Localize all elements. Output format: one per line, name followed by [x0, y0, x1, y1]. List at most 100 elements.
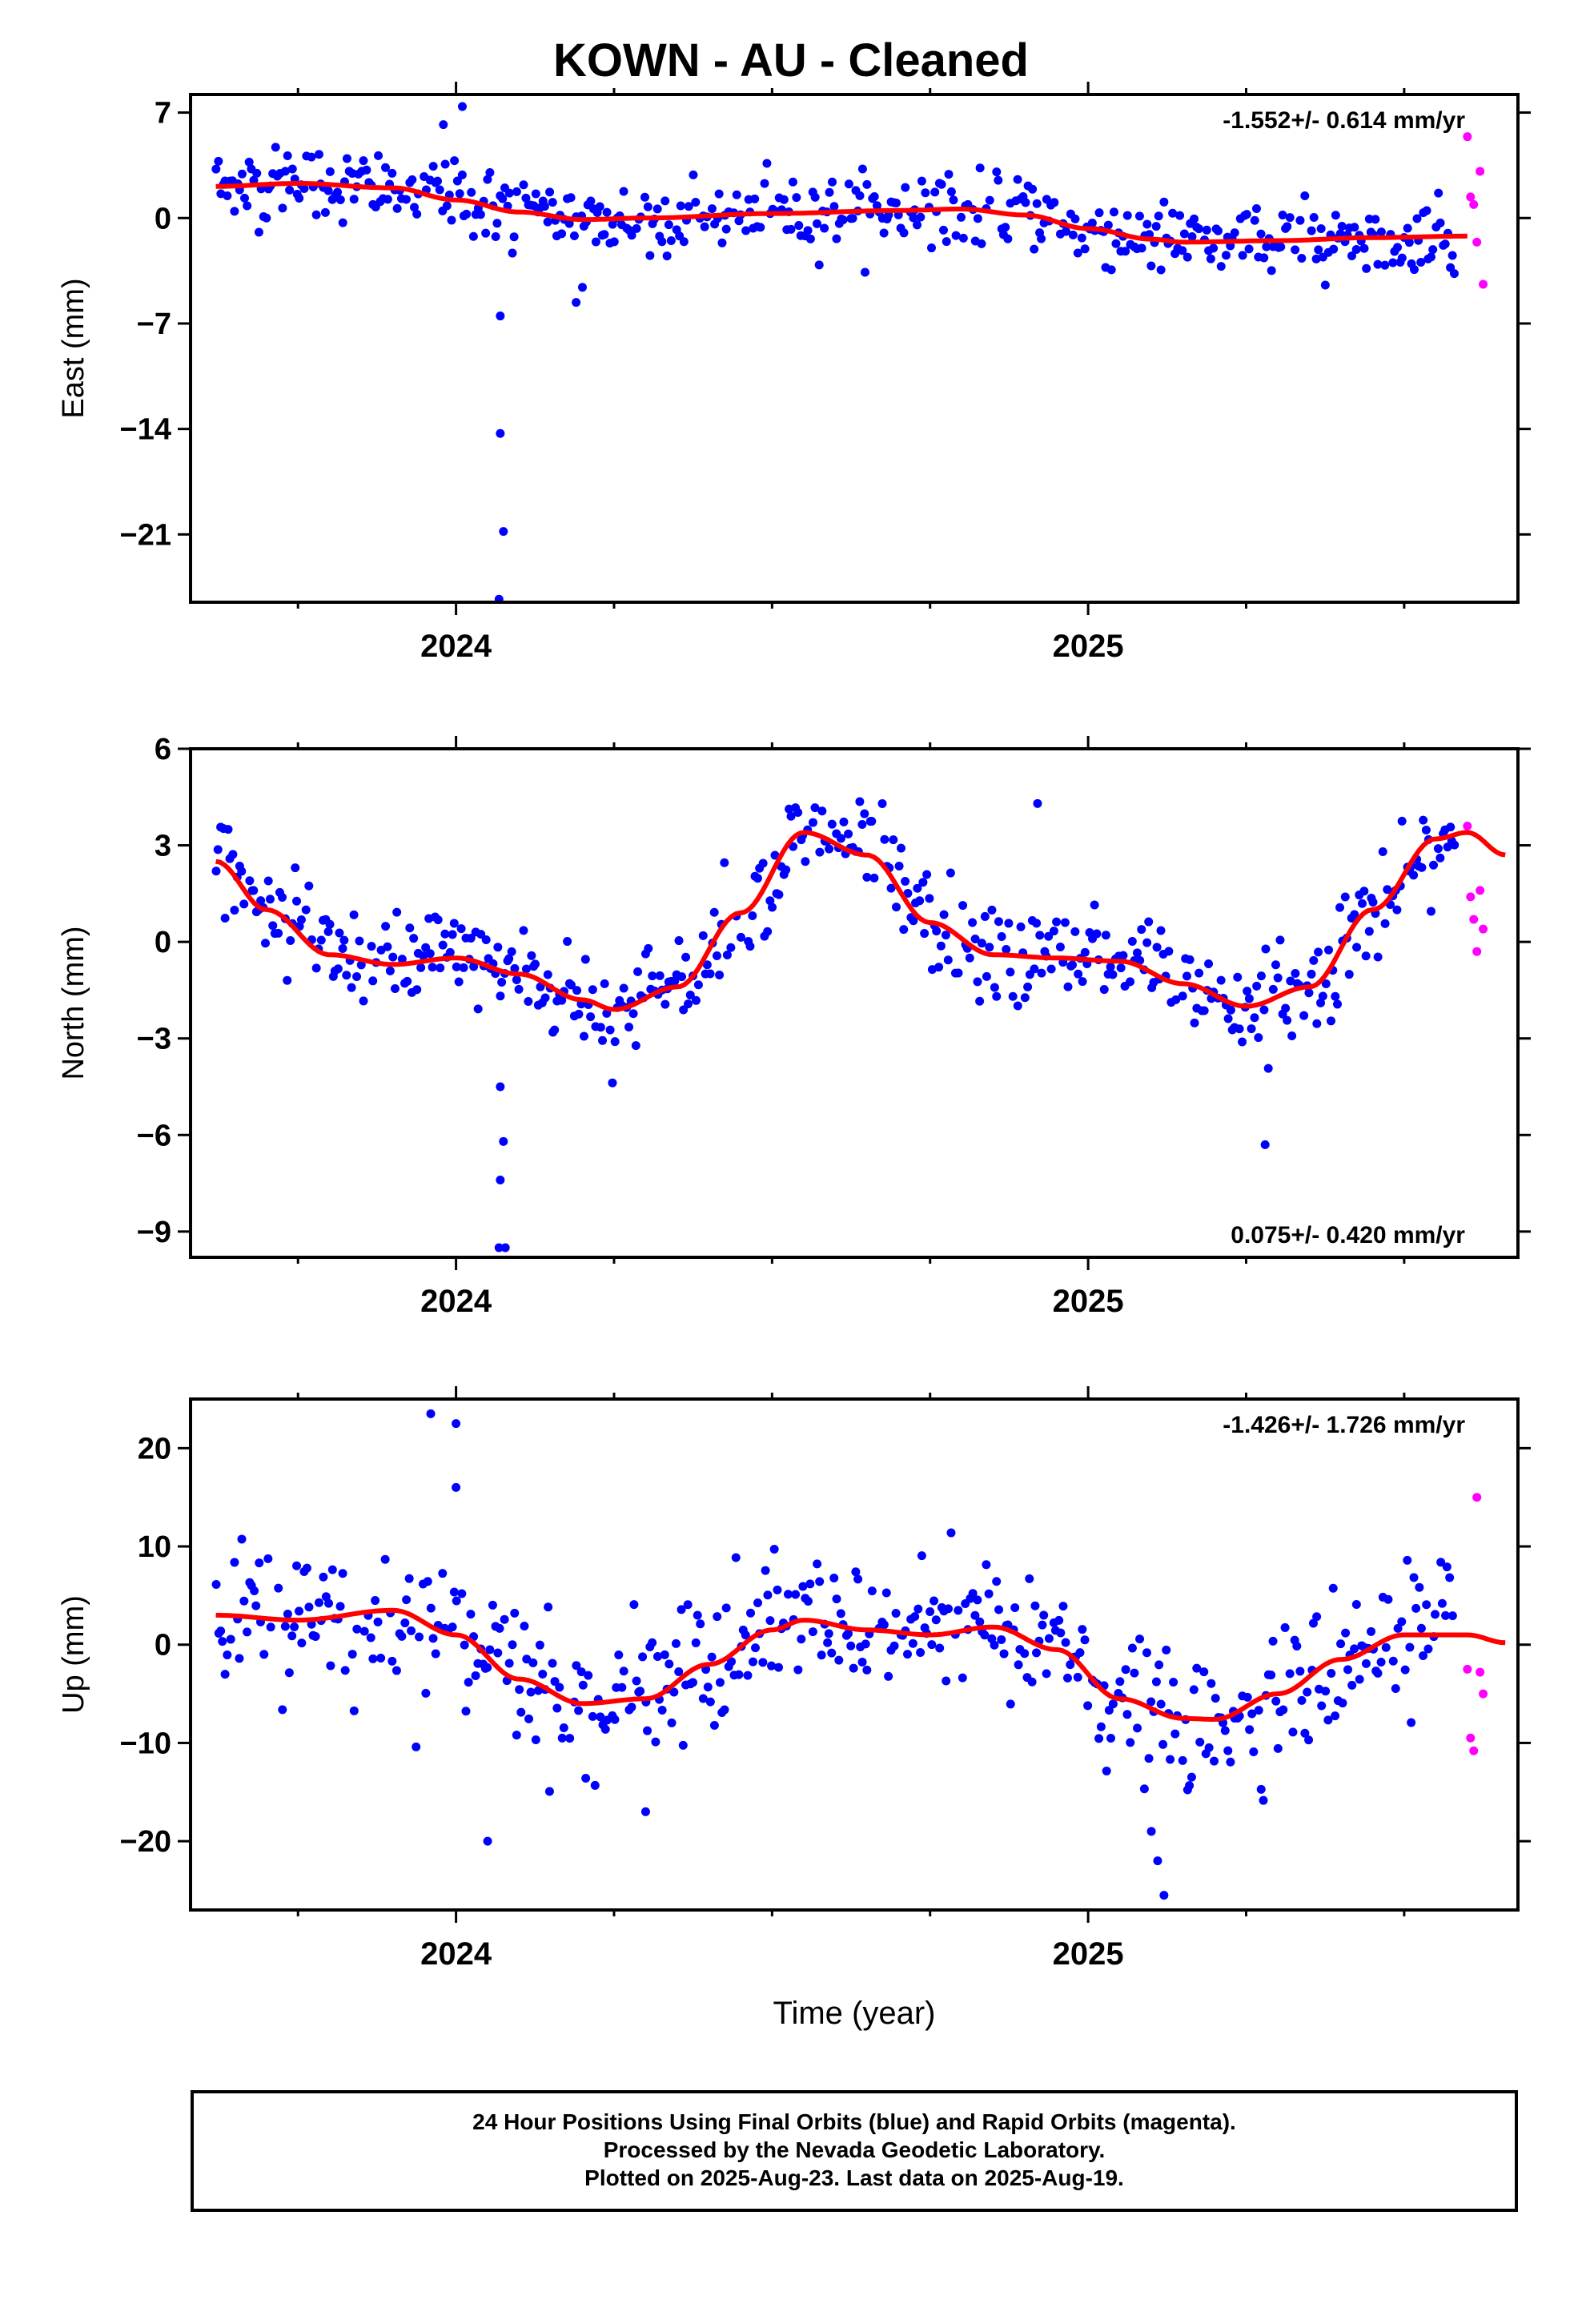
final-orbit-point — [1283, 1015, 1292, 1025]
final-orbit-point — [401, 195, 411, 204]
final-orbit-point — [1162, 1645, 1171, 1655]
final-orbit-point — [320, 207, 330, 217]
final-orbit-point — [1063, 982, 1073, 991]
final-orbit-point — [1256, 229, 1266, 239]
final-orbit-point — [1251, 203, 1261, 213]
final-orbit-point — [1303, 1687, 1312, 1697]
final-orbit-point — [1078, 1625, 1087, 1634]
final-orbit-point — [1159, 197, 1169, 207]
final-orbit-point — [1235, 1024, 1244, 1034]
plot-frame — [189, 93, 1520, 604]
final-orbit-point — [1182, 971, 1192, 981]
final-orbit-point — [736, 932, 745, 942]
final-orbit-point — [1247, 1024, 1256, 1034]
final-orbit-point — [1392, 905, 1402, 915]
final-orbit-point — [216, 1626, 226, 1636]
final-orbit-point — [1226, 1757, 1235, 1767]
final-orbit-point — [651, 1737, 661, 1747]
final-orbit-point — [1417, 862, 1427, 872]
final-orbit-point — [342, 154, 351, 163]
final-orbit-point — [722, 950, 732, 959]
final-orbit-point — [548, 198, 557, 207]
final-orbit-point — [528, 1658, 538, 1667]
final-orbit-point — [1073, 1672, 1082, 1682]
final-orbit-point — [1032, 199, 1042, 208]
final-orbit-point — [526, 1687, 536, 1697]
final-orbit-point — [631, 1041, 640, 1051]
final-orbit-point — [391, 1666, 401, 1675]
final-orbit-point — [1428, 245, 1438, 255]
final-orbit-point — [244, 157, 254, 167]
final-orbit-point — [507, 947, 516, 956]
final-orbit-point — [982, 971, 991, 981]
final-orbit-point — [786, 811, 796, 821]
final-orbit-point — [566, 193, 576, 203]
final-orbit-point — [405, 923, 415, 933]
final-orbit-point — [436, 963, 445, 973]
final-orbit-point — [1220, 1726, 1230, 1735]
final-orbit-point — [435, 185, 444, 195]
final-orbit-point — [374, 151, 383, 160]
final-orbit-point — [1441, 1610, 1451, 1620]
final-orbit-point — [256, 896, 266, 906]
footer-line-3: Plotted on 2025-Aug-23. Last data on 202… — [584, 2165, 1124, 2190]
rapid-orbit-point — [1476, 1667, 1485, 1677]
final-orbit-point — [1194, 224, 1203, 234]
final-orbit-point — [1273, 973, 1283, 983]
final-orbit-point — [617, 1683, 627, 1692]
final-orbit-point — [1271, 1696, 1281, 1706]
final-orbit-point — [1259, 1005, 1269, 1015]
final-orbit-point — [1262, 242, 1271, 251]
final-orbit-point — [1373, 952, 1383, 962]
final-orbit-point — [481, 935, 491, 944]
final-orbit-point — [1422, 206, 1431, 215]
final-orbit-point — [421, 943, 431, 952]
final-orbit-point — [438, 940, 448, 950]
final-orbit-point — [408, 175, 417, 184]
final-orbit-point — [1062, 1673, 1072, 1683]
final-orbit-point — [679, 237, 689, 247]
final-orbit-point — [249, 175, 259, 185]
final-orbit-point — [980, 911, 990, 921]
final-orbit-point — [466, 1610, 476, 1619]
final-orbit-point — [793, 808, 803, 818]
final-orbit-point — [1055, 942, 1065, 951]
final-orbit-point — [1027, 1677, 1037, 1687]
y-tick-label: −3 — [137, 1023, 171, 1056]
final-orbit-point — [880, 834, 889, 844]
final-orbit-point — [973, 214, 982, 223]
final-orbit-point — [1317, 1701, 1327, 1711]
final-orbit-point — [452, 1482, 461, 1492]
final-orbit-point — [397, 1631, 407, 1641]
final-orbit-point — [509, 232, 519, 242]
final-orbit-point — [698, 931, 708, 940]
final-orbit-point — [578, 1680, 588, 1690]
final-orbit-point — [879, 1620, 889, 1630]
final-orbit-point — [633, 967, 643, 976]
final-orbit-point — [596, 1023, 605, 1032]
final-orbit-point — [457, 170, 467, 179]
final-orbit-point — [671, 1638, 681, 1648]
final-orbit-point — [262, 213, 271, 223]
final-orbit-point — [1154, 211, 1163, 221]
final-orbit-point — [1103, 220, 1113, 230]
final-orbit-point — [498, 194, 508, 203]
rate-label: 0.075+/- 0.420 mm/yr — [1231, 1222, 1465, 1248]
final-orbit-point — [338, 218, 347, 227]
final-orbit-point — [1434, 188, 1443, 198]
final-orbit-point — [1285, 1669, 1295, 1679]
final-orbit-point — [387, 168, 397, 178]
final-orbit-point — [1030, 964, 1039, 974]
final-orbit-point — [825, 187, 834, 197]
final-orbit-point — [1170, 1729, 1180, 1739]
final-orbit-point — [485, 167, 495, 177]
final-orbit-point — [717, 238, 727, 247]
final-orbit-point — [958, 233, 968, 243]
final-orbit-point — [1078, 977, 1087, 987]
final-orbit-point — [917, 1551, 926, 1561]
final-orbit-point — [808, 818, 817, 827]
final-orbit-point — [1190, 214, 1199, 223]
final-orbit-point — [278, 203, 287, 213]
final-orbit-point — [805, 1579, 815, 1589]
final-orbit-point — [1286, 976, 1295, 986]
